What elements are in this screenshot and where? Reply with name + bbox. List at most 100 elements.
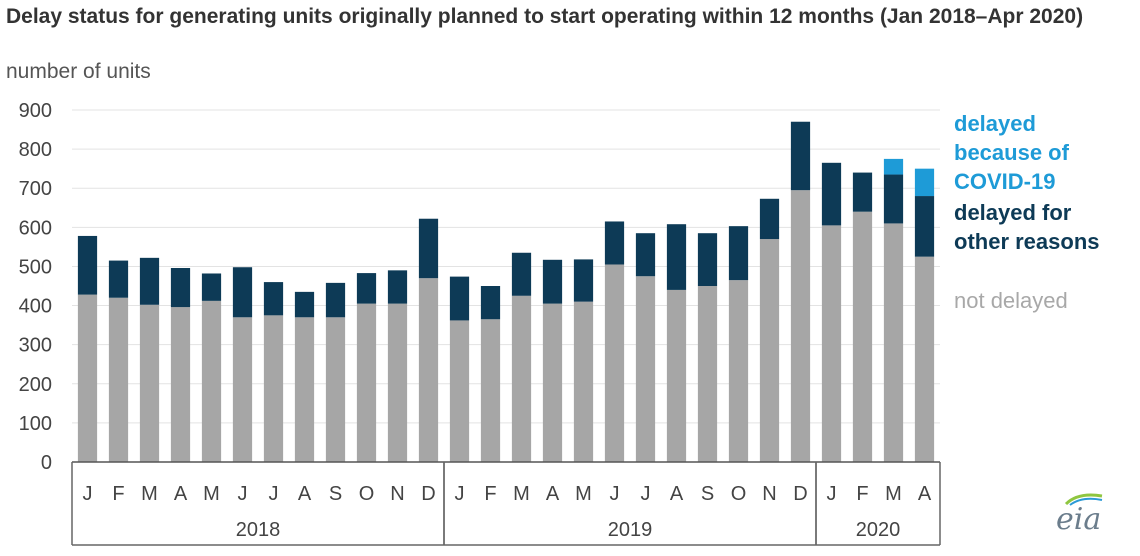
bar-other xyxy=(914,196,935,257)
bar-not-delayed xyxy=(387,303,408,462)
bar-not-delayed xyxy=(356,303,377,462)
bar-other xyxy=(356,273,377,304)
y-tick-labels: 0 100 200 300 400 500 600 700 800 900 xyxy=(19,100,52,474)
bar-not-delayed xyxy=(449,320,470,462)
bar-not-delayed xyxy=(201,300,222,462)
bar-other xyxy=(573,259,594,302)
bar-not-delayed xyxy=(573,301,594,462)
x-tick-label: F xyxy=(484,483,496,505)
x-tick-label: F xyxy=(112,483,124,505)
bar-covid xyxy=(914,168,935,197)
bar-other xyxy=(542,259,563,304)
bar-other xyxy=(449,276,470,321)
bar-not-delayed xyxy=(294,317,315,462)
bar-other xyxy=(325,282,346,318)
legend-other-reasons: delayed for other reasons xyxy=(954,200,1100,254)
bar-other xyxy=(480,286,501,320)
x-tick-label: J xyxy=(83,483,93,505)
x-tick-label: A xyxy=(174,483,188,505)
bar-not-delayed xyxy=(728,280,749,462)
bar-other xyxy=(852,172,873,212)
bar-not-delayed xyxy=(418,278,439,462)
x-tick-label: M xyxy=(141,483,158,505)
legend-not-delayed: not delayed xyxy=(954,288,1068,313)
bar-other xyxy=(759,198,780,240)
y-tick-label: 100 xyxy=(19,413,52,435)
bar-other xyxy=(108,260,129,298)
x-tick-label: D xyxy=(793,483,807,505)
x-tick-label: A xyxy=(918,483,932,505)
bar-not-delayed xyxy=(883,223,904,462)
x-tick-label: O xyxy=(359,483,375,505)
bar-not-delayed xyxy=(108,297,129,462)
year-label: 2018 xyxy=(236,519,281,541)
year-label: 2020 xyxy=(856,519,901,541)
bar-not-delayed xyxy=(635,276,656,462)
x-tick-label: S xyxy=(701,483,714,505)
y-tick-label: 700 xyxy=(19,178,52,200)
bar-other xyxy=(666,224,687,290)
bar-not-delayed xyxy=(480,319,501,462)
bar-other xyxy=(511,252,532,296)
x-tick-label: N xyxy=(762,483,776,505)
bar-not-delayed xyxy=(852,211,873,462)
bar-other xyxy=(232,267,253,318)
bar-other xyxy=(201,273,222,301)
bar-other xyxy=(728,226,749,281)
x-tick-label: J xyxy=(610,483,620,505)
bar-not-delayed xyxy=(170,307,191,462)
bar-other xyxy=(170,268,191,308)
bar-other xyxy=(821,162,842,226)
x-tick-label: N xyxy=(390,483,404,505)
bar-not-delayed xyxy=(139,304,160,462)
bar-not-delayed xyxy=(604,264,625,462)
bar-other xyxy=(697,233,718,286)
y-tick-label: 0 xyxy=(41,452,52,474)
y-tick-label: 800 xyxy=(19,139,52,161)
x-tick-label: F xyxy=(856,483,868,505)
x-tick-label: J xyxy=(455,483,465,505)
x-tick-label: A xyxy=(298,483,312,505)
x-tick-label: J xyxy=(269,483,279,505)
bar-not-delayed xyxy=(914,256,935,462)
bar-other xyxy=(139,257,160,305)
bar-covid xyxy=(883,158,904,175)
bar-not-delayed xyxy=(77,294,98,462)
bar-other xyxy=(635,233,656,277)
bar-other xyxy=(418,218,439,279)
y-tick-label: 900 xyxy=(19,100,52,122)
x-tick-label: A xyxy=(670,483,684,505)
bar-not-delayed xyxy=(697,286,718,462)
bars xyxy=(77,121,935,462)
y-tick-label: 600 xyxy=(19,217,52,239)
x-tick-label: M xyxy=(203,483,220,505)
bar-not-delayed xyxy=(666,289,687,462)
bar-other xyxy=(294,291,315,318)
x-tick-label: M xyxy=(885,483,902,505)
x-tick-label: S xyxy=(329,483,342,505)
x-tick-label: M xyxy=(575,483,592,505)
bar-not-delayed xyxy=(232,317,253,462)
x-tick-label: D xyxy=(421,483,435,505)
eia-logo-icon xyxy=(1064,493,1103,506)
bar-not-delayed xyxy=(511,295,532,462)
bar-other xyxy=(77,235,98,295)
bar-not-delayed xyxy=(542,303,563,462)
x-tick-label: J xyxy=(827,483,837,505)
y-tick-label: 300 xyxy=(19,335,52,357)
bar-not-delayed xyxy=(325,317,346,462)
chart-title: Delay status for generating units origin… xyxy=(6,5,1084,28)
legend-covid: delayed because of COVID-19 xyxy=(954,111,1069,194)
bar-other xyxy=(604,221,625,265)
x-tick-label: J xyxy=(238,483,248,505)
x-tick-label: J xyxy=(641,483,651,505)
x-tick-label: M xyxy=(513,483,530,505)
bar-other xyxy=(387,270,408,304)
bar-not-delayed xyxy=(759,239,780,462)
bar-not-delayed xyxy=(263,315,284,462)
y-tick-label: 200 xyxy=(19,374,52,396)
y-tick-label: 400 xyxy=(19,296,52,318)
x-tick-label: O xyxy=(731,483,747,505)
